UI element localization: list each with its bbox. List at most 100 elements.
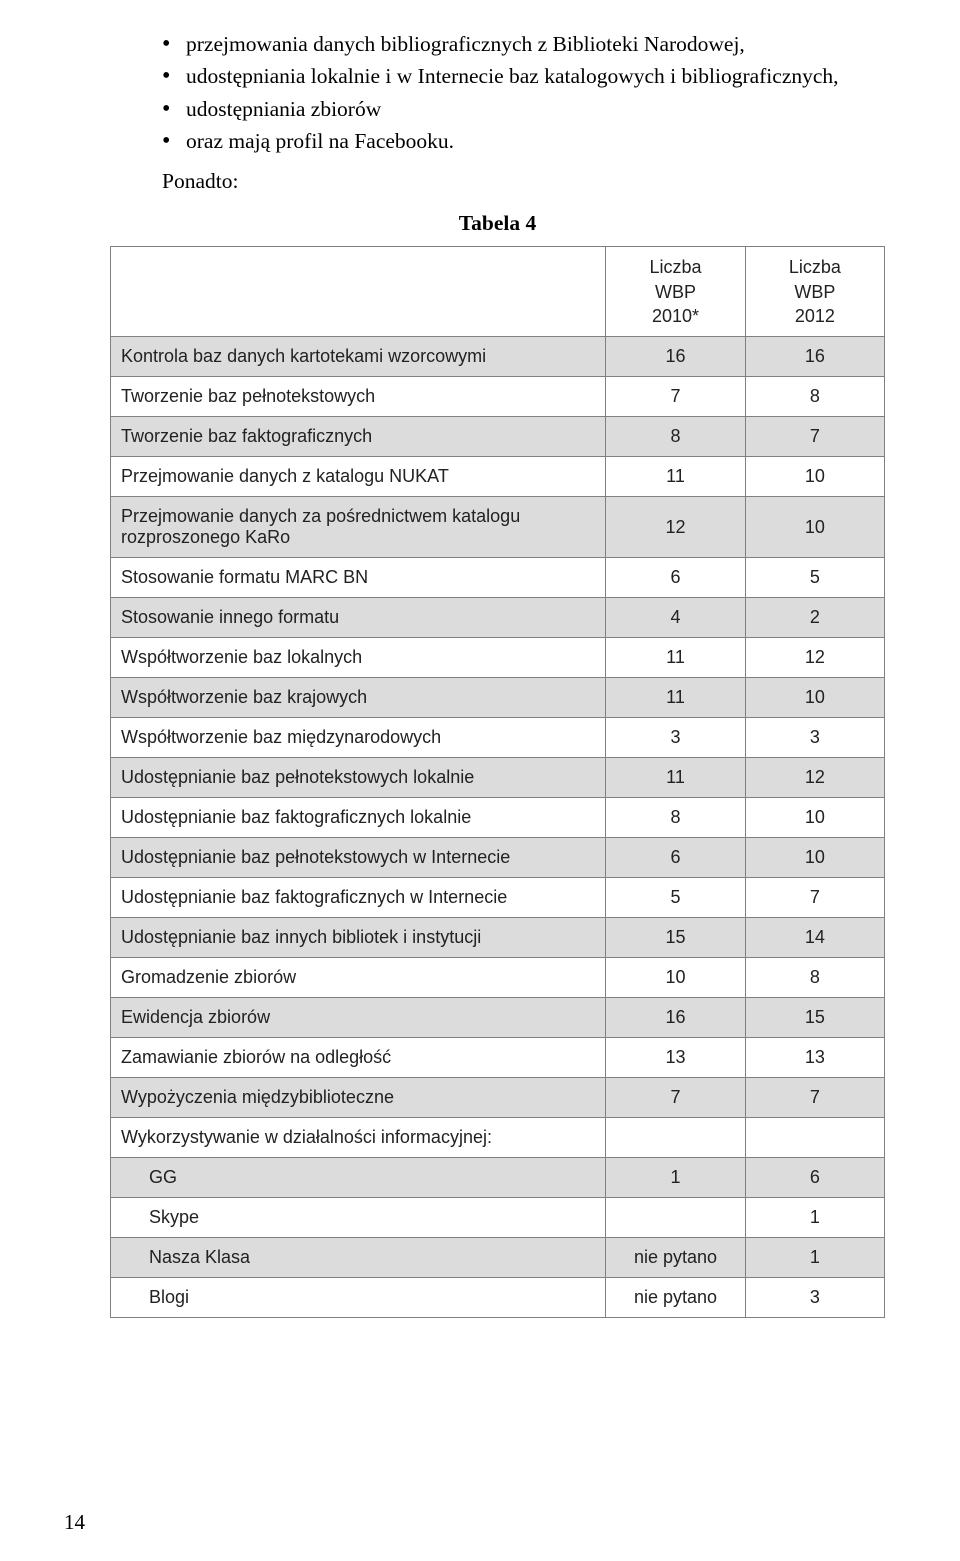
- row-value-2012: 10: [745, 838, 884, 878]
- row-value-2012: 8: [745, 377, 884, 417]
- row-value-2012: 1: [745, 1198, 884, 1238]
- row-label: Stosowanie formatu MARC BN: [111, 558, 606, 598]
- row-value-2010: 15: [606, 918, 745, 958]
- bullet-item: przejmowania danych bibliograficznych z …: [162, 28, 885, 60]
- bullet-list: przejmowania danych bibliograficznych z …: [110, 28, 885, 157]
- row-label: Gromadzenie zbiorów: [111, 958, 606, 998]
- col3-line1: Liczba WBP 2012: [789, 257, 841, 326]
- row-label: Tworzenie baz pełnotekstowych: [111, 377, 606, 417]
- row-label: Udostępnianie baz faktograficznych w Int…: [111, 878, 606, 918]
- row-value-2010: 3: [606, 718, 745, 758]
- table-row: Udostępnianie baz faktograficznych lokal…: [111, 798, 885, 838]
- row-value-2010: 7: [606, 1078, 745, 1118]
- table-row: Zamawianie zbiorów na odległość1313: [111, 1038, 885, 1078]
- row-label: Współtworzenie baz lokalnych: [111, 638, 606, 678]
- row-value-2010: 10: [606, 958, 745, 998]
- table-row: Przejmowanie danych za pośrednictwem kat…: [111, 497, 885, 558]
- row-value-2012: 1: [745, 1238, 884, 1278]
- row-label: Ewidencja zbiorów: [111, 998, 606, 1038]
- bullet-text: przejmowania danych bibliograficznych z …: [186, 32, 745, 56]
- row-value-2012: [745, 1118, 884, 1158]
- table-row: Przejmowanie danych z katalogu NUKAT1110: [111, 457, 885, 497]
- page: przejmowania danych bibliograficznych z …: [0, 0, 960, 1561]
- row-value-2012: 8: [745, 958, 884, 998]
- row-value-2012: 6: [745, 1158, 884, 1198]
- col-header-2010: Liczba WBP 2010*: [606, 247, 745, 337]
- page-number: 14: [64, 1510, 85, 1535]
- table-row: Udostępnianie baz pełnotekstowych lokaln…: [111, 758, 885, 798]
- row-value-2010: 11: [606, 638, 745, 678]
- row-label: Udostępnianie baz pełnotekstowych w Inte…: [111, 838, 606, 878]
- row-value-2012: 12: [745, 758, 884, 798]
- table-row: Stosowanie innego formatu42: [111, 598, 885, 638]
- row-label: Kontrola baz danych kartotekami wzorcowy…: [111, 337, 606, 377]
- row-value-2010: [606, 1198, 745, 1238]
- row-label: Przejmowanie danych za pośrednictwem kat…: [111, 497, 606, 558]
- col-header-empty: [111, 247, 606, 337]
- row-value-2010: 4: [606, 598, 745, 638]
- row-value-2010: nie pytano: [606, 1278, 745, 1318]
- table-row: Udostępnianie baz innych bibliotek i ins…: [111, 918, 885, 958]
- row-value-2010: nie pytano: [606, 1238, 745, 1278]
- row-value-2012: 2: [745, 598, 884, 638]
- bullet-text: udostępniania zbiorów: [186, 97, 381, 121]
- row-label: Współtworzenie baz międzynarodowych: [111, 718, 606, 758]
- table-row: Współtworzenie baz krajowych1110: [111, 678, 885, 718]
- row-label: Udostępnianie baz faktograficznych lokal…: [111, 798, 606, 838]
- after-bullets-text: Ponadto:: [162, 165, 885, 197]
- row-label: Nasza Klasa: [111, 1238, 606, 1278]
- row-label: Przejmowanie danych z katalogu NUKAT: [111, 457, 606, 497]
- row-value-2012: 3: [745, 1278, 884, 1318]
- row-value-2010: 13: [606, 1038, 745, 1078]
- row-value-2012: 3: [745, 718, 884, 758]
- table-row: Tworzenie baz faktograficznych87: [111, 417, 885, 457]
- table-row: Nasza Klasanie pytano1: [111, 1238, 885, 1278]
- row-label: Udostępnianie baz innych bibliotek i ins…: [111, 918, 606, 958]
- row-label: Wypożyczenia międzybiblioteczne: [111, 1078, 606, 1118]
- bullet-item: oraz mają profil na Facebooku.: [162, 125, 885, 157]
- table-header-row: Liczba WBP 2010* Liczba WBP 2012: [111, 247, 885, 337]
- table-row: Udostępnianie baz pełnotekstowych w Inte…: [111, 838, 885, 878]
- bullet-text: oraz mają profil na Facebooku.: [186, 129, 454, 153]
- row-label: Współtworzenie baz krajowych: [111, 678, 606, 718]
- row-value-2010: [606, 1118, 745, 1158]
- row-label: Stosowanie innego formatu: [111, 598, 606, 638]
- row-value-2010: 5: [606, 878, 745, 918]
- table-row: Wypożyczenia międzybiblioteczne77: [111, 1078, 885, 1118]
- row-value-2010: 11: [606, 678, 745, 718]
- row-value-2012: 15: [745, 998, 884, 1038]
- row-value-2010: 11: [606, 758, 745, 798]
- bullet-item: udostępniania zbiorów: [162, 93, 885, 125]
- row-value-2012: 16: [745, 337, 884, 377]
- col2-line1: Liczba WBP 2010*: [650, 257, 702, 326]
- row-value-2010: 11: [606, 457, 745, 497]
- row-value-2012: 10: [745, 678, 884, 718]
- row-value-2010: 16: [606, 998, 745, 1038]
- row-value-2010: 12: [606, 497, 745, 558]
- bullet-text: udostępniania lokalnie i w Internecie ba…: [186, 64, 839, 88]
- table-row: Gromadzenie zbiorów108: [111, 958, 885, 998]
- table-row: Kontrola baz danych kartotekami wzorcowy…: [111, 337, 885, 377]
- col-header-2012: Liczba WBP 2012: [745, 247, 884, 337]
- row-value-2012: 7: [745, 878, 884, 918]
- row-value-2010: 6: [606, 838, 745, 878]
- row-label: Wykorzystywanie w działalności informacy…: [111, 1118, 606, 1158]
- row-label: Skype: [111, 1198, 606, 1238]
- row-label: Blogi: [111, 1278, 606, 1318]
- table-row: GG16: [111, 1158, 885, 1198]
- row-value-2010: 8: [606, 798, 745, 838]
- row-value-2012: 10: [745, 798, 884, 838]
- row-value-2012: 5: [745, 558, 884, 598]
- row-value-2012: 7: [745, 1078, 884, 1118]
- row-value-2012: 10: [745, 457, 884, 497]
- table-row: Współtworzenie baz międzynarodowych33: [111, 718, 885, 758]
- bullet-item: udostępniania lokalnie i w Internecie ba…: [162, 60, 885, 92]
- row-value-2012: 14: [745, 918, 884, 958]
- row-label: GG: [111, 1158, 606, 1198]
- table-row: Wykorzystywanie w działalności informacy…: [111, 1118, 885, 1158]
- row-value-2010: 6: [606, 558, 745, 598]
- table-row: Współtworzenie baz lokalnych1112: [111, 638, 885, 678]
- row-value-2010: 7: [606, 377, 745, 417]
- row-value-2012: 13: [745, 1038, 884, 1078]
- table-row: Stosowanie formatu MARC BN65: [111, 558, 885, 598]
